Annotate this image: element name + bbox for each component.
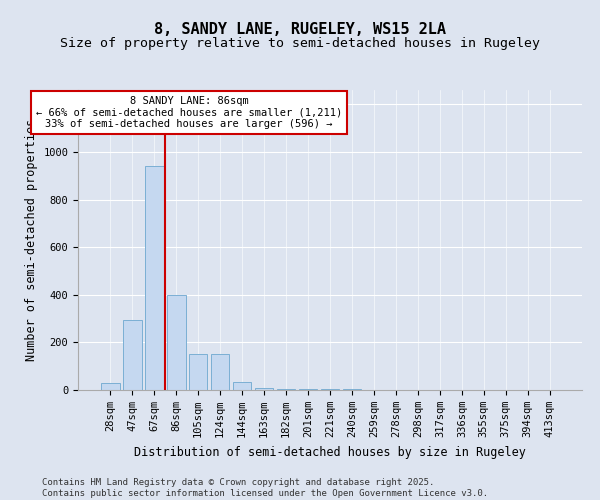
Bar — [211, 354, 229, 390]
Bar — [167, 295, 185, 390]
Bar — [189, 354, 208, 390]
Y-axis label: Number of semi-detached properties: Number of semi-detached properties — [25, 119, 38, 361]
Bar — [277, 389, 295, 390]
X-axis label: Distribution of semi-detached houses by size in Rugeley: Distribution of semi-detached houses by … — [134, 446, 526, 458]
Bar — [101, 383, 119, 390]
Bar — [145, 166, 164, 390]
Text: 8 SANDY LANE: 86sqm
← 66% of semi-detached houses are smaller (1,211)
33% of sem: 8 SANDY LANE: 86sqm ← 66% of semi-detach… — [36, 96, 342, 129]
Bar — [299, 389, 317, 390]
Bar — [320, 389, 340, 390]
Bar — [255, 388, 274, 390]
Bar — [123, 320, 142, 390]
Text: 8, SANDY LANE, RUGELEY, WS15 2LA: 8, SANDY LANE, RUGELEY, WS15 2LA — [154, 22, 446, 38]
Text: Size of property relative to semi-detached houses in Rugeley: Size of property relative to semi-detach… — [60, 38, 540, 51]
Bar — [343, 389, 361, 390]
Text: Contains HM Land Registry data © Crown copyright and database right 2025.
Contai: Contains HM Land Registry data © Crown c… — [42, 478, 488, 498]
Bar — [233, 382, 251, 390]
